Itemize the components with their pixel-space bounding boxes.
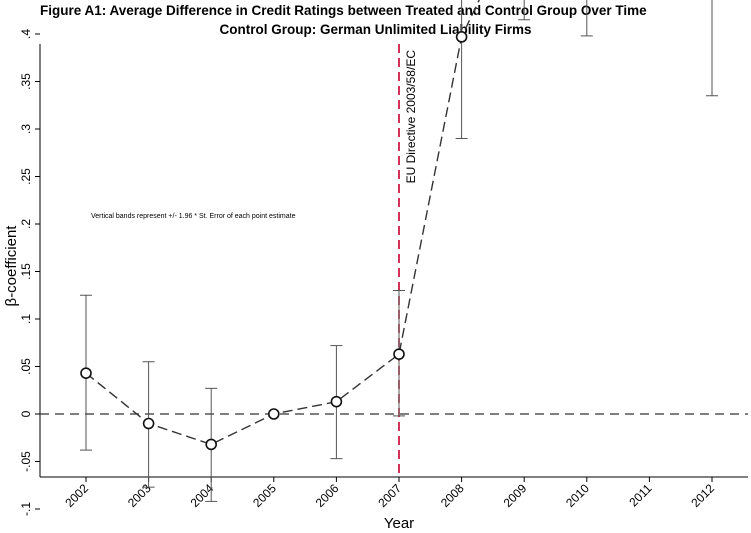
data-point <box>393 348 405 360</box>
y-tick-label: .15 <box>19 263 33 280</box>
x-tick-label: 2007 <box>375 481 404 510</box>
x-tick-label: 2011 <box>626 481 654 509</box>
series <box>80 0 480 451</box>
y-tick-label: .3 <box>19 124 33 134</box>
data-point <box>330 395 343 408</box>
x-tick-label: 2006 <box>313 481 342 510</box>
x-tick-label: 2012 <box>688 481 717 510</box>
y-tick-label: .4 <box>19 29 33 39</box>
data-point <box>267 408 280 420</box>
x-tick-label: 2010 <box>563 481 592 510</box>
x-tick-label: 2008 <box>438 481 467 510</box>
data-point <box>205 438 217 451</box>
x-tick-label: 2004 <box>188 481 217 510</box>
y-tick-label: -.05 <box>19 451 33 472</box>
x-tick-label: 2002 <box>62 481 91 510</box>
x-tick-label: 2005 <box>250 481 279 510</box>
y-tick-label: -.1 <box>19 502 33 516</box>
y-tick-label: 0 <box>19 410 33 417</box>
directive-label: EU Directive 2003/58/EC <box>404 50 418 184</box>
labels: β-coefficient Year Vertical bands represen… <box>3 50 418 532</box>
x-axis-title: Year <box>384 515 414 532</box>
y-axis-title: β-coefficient <box>3 225 20 307</box>
x-tick-label: 2009 <box>501 481 530 510</box>
y-tick-label: .35 <box>19 73 33 90</box>
chart-title: Figure A1: Average Difference in Credit … <box>40 3 647 18</box>
y-tick-label: .25 <box>19 168 33 185</box>
y-tick-label: .05 <box>19 358 33 375</box>
y-tick-label: .1 <box>19 314 33 324</box>
y-tick-label: .2 <box>19 219 33 229</box>
x-tick-label: 2003 <box>125 481 154 510</box>
annotation: Vertical bands represent +/- 1.96 * St. … <box>91 213 296 220</box>
axes: -.1-.050.05.1.15.2.25.3.35.4.45.5.55.6.6… <box>19 29 748 516</box>
reference-lines <box>40 44 748 477</box>
chart-subtitle: Control Group: German Unlimited Liabilit… <box>219 22 532 37</box>
data-point <box>142 417 155 430</box>
data-point <box>80 367 92 379</box>
data-point <box>455 31 468 43</box>
series-line <box>85 0 480 446</box>
